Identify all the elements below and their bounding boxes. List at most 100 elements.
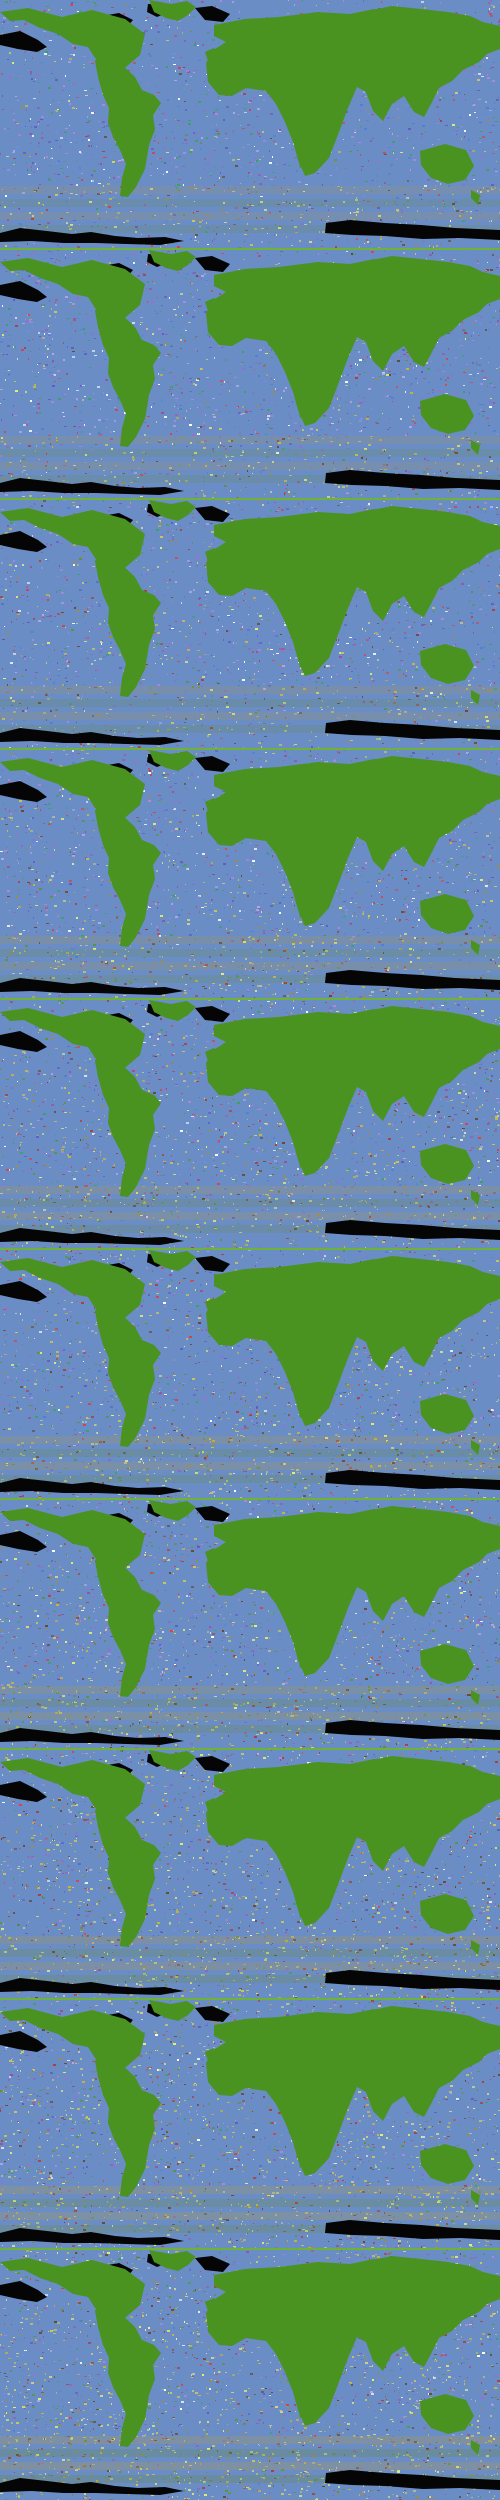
noise-speck bbox=[156, 38, 157, 39]
noise-speck bbox=[355, 454, 358, 456]
noise-speck bbox=[162, 534, 163, 535]
noise-speck bbox=[480, 189, 481, 190]
noise-speck bbox=[47, 642, 50, 644]
noise-speck bbox=[192, 434, 195, 436]
noise-speck bbox=[31, 166, 32, 168]
noise-speck bbox=[38, 278, 41, 279]
noise-speck bbox=[83, 64, 85, 65]
noise-speck bbox=[203, 484, 204, 485]
noise-speck bbox=[354, 187, 355, 188]
noise-speck bbox=[421, 137, 422, 138]
noise-speck bbox=[33, 171, 35, 173]
noise-speck bbox=[393, 693, 395, 695]
noise-speck bbox=[477, 263, 479, 264]
noise-speck bbox=[94, 311, 96, 313]
noise-speck bbox=[74, 714, 77, 715]
noise-speck bbox=[190, 442, 192, 444]
noise-speck bbox=[472, 150, 475, 152]
noise-speck bbox=[458, 92, 461, 94]
noise-speck bbox=[423, 471, 426, 473]
noise-speck bbox=[74, 47, 76, 49]
noise-speck bbox=[245, 230, 248, 231]
noise-speck bbox=[67, 605, 69, 607]
noise-speck bbox=[278, 484, 279, 486]
noise-speck bbox=[156, 346, 158, 348]
noise-speck bbox=[225, 359, 226, 361]
noise-speck bbox=[380, 238, 382, 240]
noise-speck bbox=[96, 208, 98, 210]
noise-speck bbox=[354, 668, 357, 669]
noise-speck bbox=[456, 134, 457, 135]
noise-speck bbox=[1, 445, 2, 446]
noise-speck bbox=[34, 191, 36, 192]
noise-speck bbox=[272, 461, 274, 463]
noise-speck bbox=[236, 454, 237, 455]
noise-speck bbox=[494, 682, 495, 684]
noise-speck bbox=[63, 332, 65, 333]
noise-speck bbox=[209, 347, 212, 348]
noise-speck bbox=[119, 667, 122, 669]
noise-speck bbox=[216, 137, 218, 138]
noise-speck bbox=[318, 171, 321, 172]
noise-speck bbox=[228, 440, 231, 442]
noise-speck bbox=[175, 414, 178, 416]
noise-speck bbox=[468, 139, 470, 141]
noise-speck bbox=[115, 192, 117, 194]
noise-speck bbox=[33, 284, 35, 286]
noise-speck bbox=[204, 440, 207, 442]
noise-speck bbox=[425, 700, 426, 701]
noise-speck bbox=[35, 526, 37, 527]
noise-speck bbox=[241, 363, 242, 365]
noise-speck bbox=[8, 455, 10, 457]
noise-speck bbox=[206, 284, 207, 285]
noise-speck bbox=[442, 353, 445, 355]
noise-speck bbox=[4, 443, 6, 445]
noise-speck bbox=[133, 7, 136, 8]
noise-speck bbox=[174, 420, 176, 422]
noise-speck bbox=[123, 13, 125, 15]
noise-speck bbox=[2, 478, 5, 480]
noise-speck bbox=[164, 293, 165, 294]
noise-speck bbox=[102, 192, 105, 193]
noise-speck bbox=[30, 73, 32, 75]
noise-speck bbox=[268, 96, 271, 98]
noise-speck bbox=[151, 245, 153, 247]
noise-speck bbox=[475, 12, 476, 13]
noise-speck bbox=[172, 204, 173, 205]
noise-speck bbox=[118, 485, 120, 487]
noise-speck bbox=[183, 152, 186, 154]
noise-speck bbox=[300, 13, 303, 14]
noise-speck bbox=[51, 70, 52, 72]
noise-speck bbox=[334, 468, 335, 470]
noise-speck bbox=[77, 432, 78, 434]
noise-speck bbox=[380, 236, 382, 237]
noise-speck bbox=[57, 109, 59, 110]
noise-speck bbox=[177, 120, 180, 121]
noise-speck bbox=[275, 176, 276, 178]
noise-speck bbox=[76, 97, 79, 98]
noise-speck bbox=[496, 185, 497, 186]
noise-speck bbox=[248, 465, 250, 467]
noise-speck bbox=[492, 385, 493, 386]
noise-speck bbox=[180, 293, 183, 295]
noise-speck bbox=[213, 451, 214, 452]
noise-speck bbox=[43, 304, 45, 306]
noise-speck bbox=[45, 469, 47, 470]
noise-speck bbox=[197, 45, 199, 46]
noise-speck bbox=[218, 108, 219, 109]
noise-speck bbox=[89, 201, 92, 203]
noise-speck bbox=[214, 150, 216, 151]
landmass-4 bbox=[206, 259, 500, 426]
noise-speck bbox=[345, 402, 347, 403]
noise-speck bbox=[112, 246, 114, 248]
noise-speck bbox=[202, 676, 205, 678]
noise-speck bbox=[481, 76, 484, 77]
noise-speck bbox=[377, 168, 379, 169]
noise-speck bbox=[188, 123, 191, 125]
noise-speck bbox=[386, 368, 387, 370]
noise-speck bbox=[215, 475, 217, 477]
noise-speck bbox=[378, 160, 381, 161]
noise-speck bbox=[399, 354, 400, 355]
noise-speck bbox=[433, 189, 436, 190]
noise-speck bbox=[47, 116, 48, 117]
